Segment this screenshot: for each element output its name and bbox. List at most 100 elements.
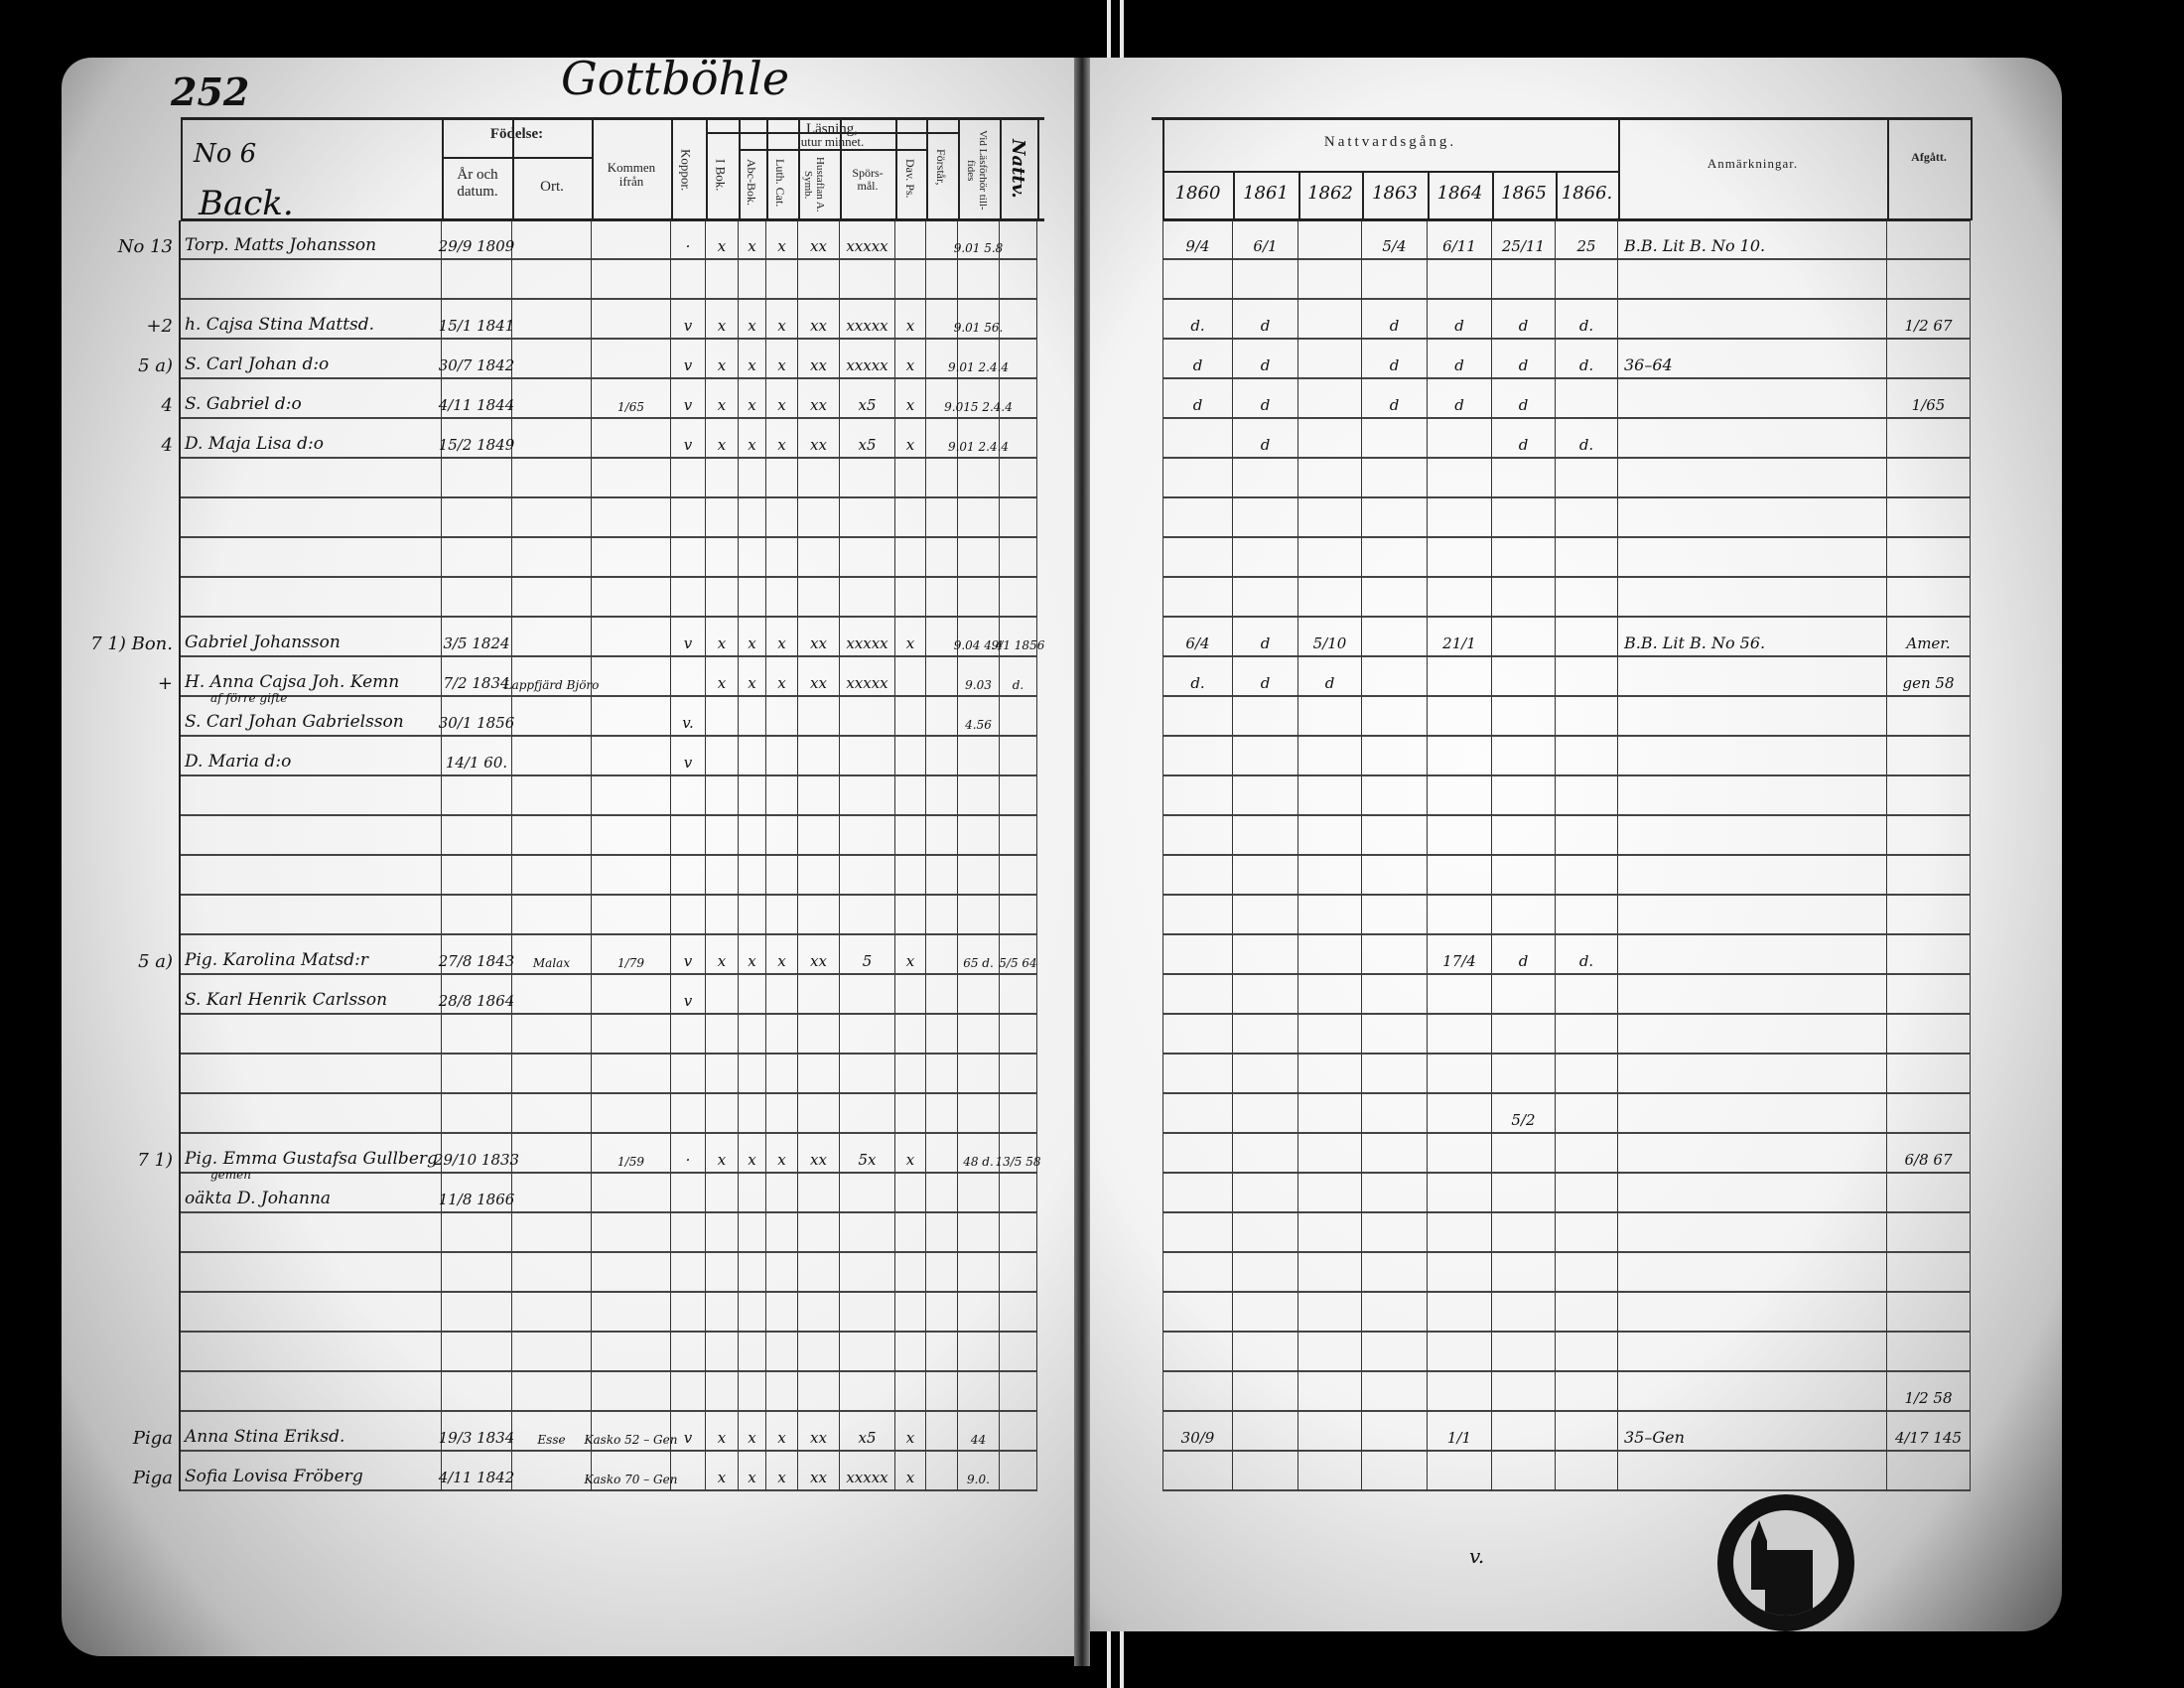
- column-rule: [1887, 117, 1889, 220]
- communion-cell-1865: [1492, 1452, 1556, 1491]
- left-cell-ort: [512, 260, 592, 300]
- left-cell-last: [1000, 697, 1037, 737]
- left-cell-name: [181, 538, 442, 578]
- left-cell-luth: [766, 1253, 798, 1293]
- left-cell-hust: [798, 697, 840, 737]
- left-cell-ibok: [706, 578, 739, 618]
- header-hustaflan: Hustaflan A. Symb.: [802, 157, 827, 212]
- page-gutter: [1074, 58, 1090, 1666]
- communion-date: 5/10: [1312, 634, 1347, 652]
- left-cell-dav: [895, 975, 926, 1015]
- left-cell-kommen: [592, 459, 671, 498]
- entry-ibok: x: [717, 1469, 727, 1486]
- entry-luth: x: [777, 317, 786, 335]
- left-cell-margin: +: [69, 657, 181, 697]
- left-cell-spors: [840, 538, 895, 578]
- left-cell-kommen: [592, 419, 671, 459]
- left-cell-last: [1000, 498, 1037, 538]
- column-rule: [1971, 117, 1973, 220]
- left-cell-date: [442, 776, 512, 816]
- right-cell-afgatt: [1887, 816, 1971, 856]
- column-rule: [512, 117, 514, 220]
- left-cell-hust: [798, 578, 840, 618]
- left-cell-date: 15/2 1849: [438, 419, 515, 459]
- communion-date: d: [1518, 952, 1529, 970]
- left-cell-hust: xx: [798, 220, 840, 260]
- right-cell-afgatt: 1/2 67: [1887, 300, 1971, 340]
- entry-date: 28/8 1864: [438, 992, 515, 1010]
- communion-cell-1864: [1428, 737, 1492, 776]
- communion-cell-1864: 1/1: [1428, 1412, 1492, 1452]
- right-cell-afgatt: 4/17 145: [1887, 1412, 1971, 1452]
- left-cell-kommen: [592, 816, 671, 856]
- left-cell-margin: 5 a): [69, 340, 181, 379]
- communion-cell-1861: [1233, 776, 1298, 816]
- left-cell-forst: [926, 1372, 958, 1412]
- left-cell-date: [442, 1015, 512, 1055]
- left-cell-date: 3/5 1824: [442, 618, 512, 657]
- entry-hust: xx: [810, 1429, 827, 1447]
- entry-lasf: 9.03: [965, 678, 992, 692]
- header-luth-cat: Luth. Cat.: [773, 159, 788, 208]
- header-year: 1860: [1174, 183, 1221, 204]
- left-cell-date: [442, 578, 512, 618]
- left-cell-ibok: x: [706, 1134, 739, 1174]
- entry-date: 15/2 1849: [438, 436, 515, 454]
- left-cell-last: [1000, 1253, 1037, 1293]
- left-cell-ibok: [706, 1253, 739, 1293]
- left-cell-date: 29/9 1809: [439, 220, 514, 260]
- left-cell-spors: [840, 459, 895, 498]
- communion-cell-1861: d: [1233, 618, 1298, 657]
- communion-cell-1863: [1362, 896, 1428, 935]
- column-rule: [1492, 171, 1494, 220]
- left-cell-koppor: [671, 459, 706, 498]
- left-cell-name: D. Maria d:o: [181, 737, 442, 776]
- left-cell-ort: [512, 1094, 592, 1134]
- communion-cell-1863: [1362, 1253, 1428, 1293]
- left-cell-abc: x: [739, 1412, 766, 1452]
- communion-date: d: [1454, 317, 1464, 335]
- left-cell-kommen: [592, 340, 671, 379]
- left-cell-abc: [739, 776, 766, 816]
- left-cell-kommen: [592, 856, 671, 896]
- communion-cell-1863: [1362, 498, 1428, 538]
- left-cell-abc: [739, 1293, 766, 1333]
- communion-cell-1866: [1556, 1333, 1618, 1372]
- left-cell-forst: [926, 1094, 958, 1134]
- communion-cell-1860: [1162, 498, 1233, 538]
- entry-margin: Piga: [132, 1468, 173, 1488]
- left-cell-forst: [926, 975, 958, 1015]
- left-cell-lasf: 9.01 56.: [954, 300, 1003, 340]
- header-vid-lasforhor: Vid Läsförhör till-fides: [965, 130, 990, 211]
- left-cell-name: [181, 1094, 442, 1134]
- entry-afgatt: gen 58: [1902, 674, 1955, 692]
- left-cell-date: [442, 1372, 512, 1412]
- left-cell-margin: [69, 856, 181, 896]
- communion-cell-1861: [1233, 856, 1298, 896]
- left-cell-last: [1000, 220, 1037, 260]
- entry-luth: x: [777, 396, 786, 414]
- entry-ibok: x: [717, 634, 727, 652]
- left-cell-lasf: [958, 1293, 1000, 1333]
- left-cell-name: Sofia Lovisa Fröberg: [181, 1452, 442, 1491]
- header-year: 1866.: [1561, 183, 1613, 204]
- left-cell-dav: [895, 737, 926, 776]
- left-cell-ibok: [706, 538, 739, 578]
- communion-cell-1864: [1428, 816, 1492, 856]
- column-rule: [739, 117, 741, 220]
- left-cell-kommen: [592, 1015, 671, 1055]
- left-cell-dav: [895, 1333, 926, 1372]
- left-cell-dav: x: [895, 300, 926, 340]
- entry-luth: x: [777, 237, 786, 255]
- village-title: Gottböhle: [561, 52, 790, 105]
- left-cell-name: Pig. Karolina Matsd:r: [181, 935, 442, 975]
- column-rule: [706, 117, 708, 220]
- left-cell-hust: [798, 538, 840, 578]
- entry-date: 29/10 1833: [433, 1151, 520, 1169]
- left-cell-luth: [766, 1372, 798, 1412]
- left-cell-date: 30/7 1842: [439, 340, 514, 379]
- left-cell-hust: [798, 856, 840, 896]
- left-cell-ibok: [706, 498, 739, 538]
- communion-cell-1864: [1428, 1213, 1492, 1253]
- left-cell-dav: [895, 260, 926, 300]
